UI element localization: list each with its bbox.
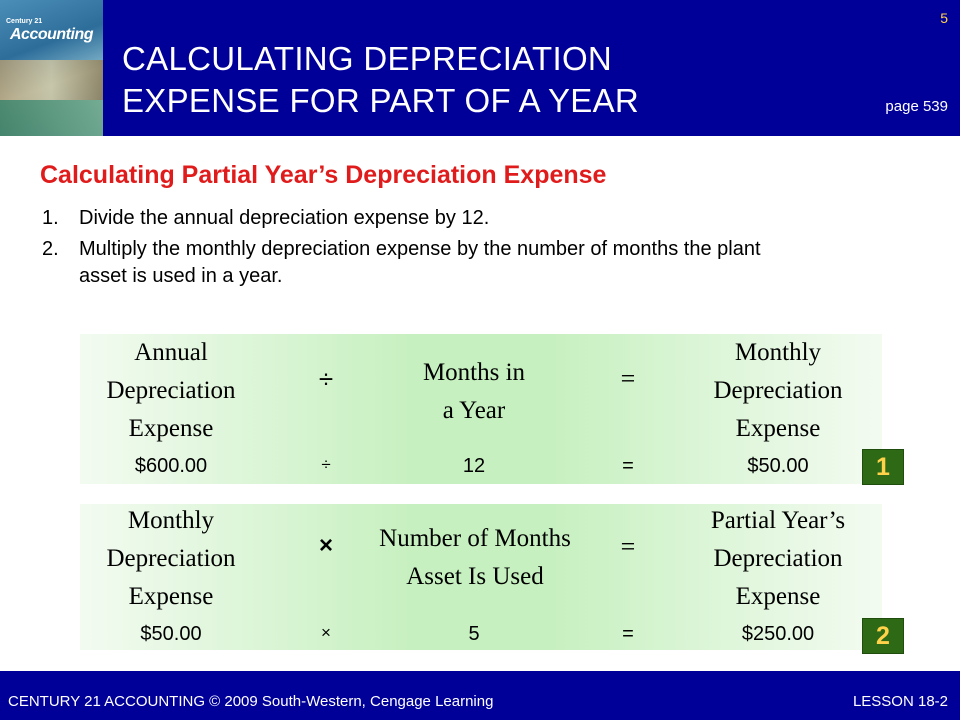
label-line: Depreciation: [713, 545, 843, 572]
section-subtitle: Calculating Partial Year’s Depreciation …: [40, 161, 607, 189]
step-badge-2: 2: [862, 618, 904, 654]
multiply-operator: ×: [318, 532, 333, 559]
label-line: Expense: [128, 415, 214, 442]
label-line: Number of Months: [379, 525, 571, 552]
slide-title: CALCULATING DEPRECIATION EXPENSE FOR PAR…: [122, 38, 639, 122]
monthly-expense-value: $50.00: [140, 623, 202, 645]
label-line: Monthly: [127, 507, 215, 534]
divide-operator: ÷: [318, 364, 334, 394]
page-reference: page 539: [885, 98, 948, 115]
step-item: 2. Multiply the monthly depreciation exp…: [42, 236, 802, 290]
slide-title-line-1: CALCULATING DEPRECIATION: [122, 40, 613, 77]
slide-title-line-2: EXPENSE FOR PART OF A YEAR: [122, 82, 640, 119]
label-line: Expense: [735, 583, 821, 610]
slide-number: 5: [940, 10, 948, 26]
formula-middle-label: Months in a Year: [364, 352, 584, 432]
formula-right-label: Monthly Depreciation Expense: [680, 334, 876, 448]
cover-stripe: [0, 100, 103, 136]
label-line: Expense: [128, 583, 214, 610]
step-text: Divide the annual depreciation expense b…: [79, 207, 490, 229]
label-line: Annual: [134, 339, 208, 366]
footer-bar: CENTURY 21 ACCOUNTING © 2009 South-Weste…: [0, 671, 960, 720]
label-line: Depreciation: [713, 377, 843, 404]
step-text: Multiply the monthly depreciation expens…: [79, 238, 761, 287]
footer-copyright: CENTURY 21 ACCOUNTING © 2009 South-Weste…: [8, 693, 494, 710]
label-line: Monthly: [734, 339, 822, 366]
multiply-operator-value: ×: [321, 623, 331, 642]
label-line: Depreciation: [106, 545, 236, 572]
cover-stripe: [0, 60, 103, 100]
header-bar: Century 21 Accounting CALCULATING DEPREC…: [0, 0, 960, 136]
step-number: 2.: [42, 238, 59, 260]
formula-left-label: Annual Depreciation Expense: [80, 334, 262, 448]
formula-right-label: Partial Year’s Depreciation Expense: [680, 504, 876, 614]
equals-value: =: [622, 455, 634, 477]
book-brand: Accounting: [10, 26, 94, 43]
book-cover-image: Century 21 Accounting: [0, 0, 103, 136]
step-badge-1: 1: [862, 449, 904, 485]
equals-sign: =: [620, 532, 636, 561]
label-line: Partial Year’s: [710, 507, 846, 534]
formula-left-label: Monthly Depreciation Expense: [80, 504, 262, 614]
step-item: 1. Divide the annual depreciation expens…: [42, 205, 802, 232]
annual-expense-value: $600.00: [134, 455, 208, 477]
months-used-value: 5: [468, 623, 480, 645]
footer-lesson: LESSON 18-2: [852, 693, 948, 710]
label-line: a Year: [442, 397, 506, 424]
label-line: Asset Is Used: [406, 563, 544, 590]
formula-middle-label: Number of Months Asset Is Used: [342, 518, 608, 598]
equals-sign: =: [620, 364, 636, 393]
steps-list: 1. Divide the annual depreciation expens…: [42, 205, 802, 294]
monthly-expense-value: $50.00: [747, 455, 809, 477]
formula-divide: Annual Depreciation Expense ÷ Months in …: [80, 334, 882, 484]
label-line: Expense: [735, 415, 821, 442]
partial-year-expense-value: $250.00: [741, 623, 815, 645]
months-value: 12: [462, 455, 486, 477]
label-line: Depreciation: [106, 377, 236, 404]
divide-operator-value: ÷: [321, 455, 331, 474]
book-brand-small: Century 21: [6, 18, 43, 25]
formula-multiply: Monthly Depreciation Expense × Number of…: [80, 504, 882, 650]
label-line: Months in: [422, 359, 526, 386]
step-number: 1.: [42, 207, 59, 229]
equals-value: =: [622, 623, 634, 645]
